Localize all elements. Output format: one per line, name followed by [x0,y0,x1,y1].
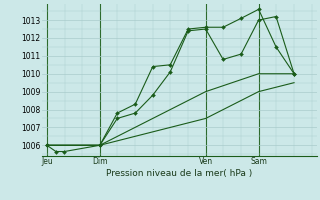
X-axis label: Pression niveau de la mer( hPa ): Pression niveau de la mer( hPa ) [106,169,252,178]
